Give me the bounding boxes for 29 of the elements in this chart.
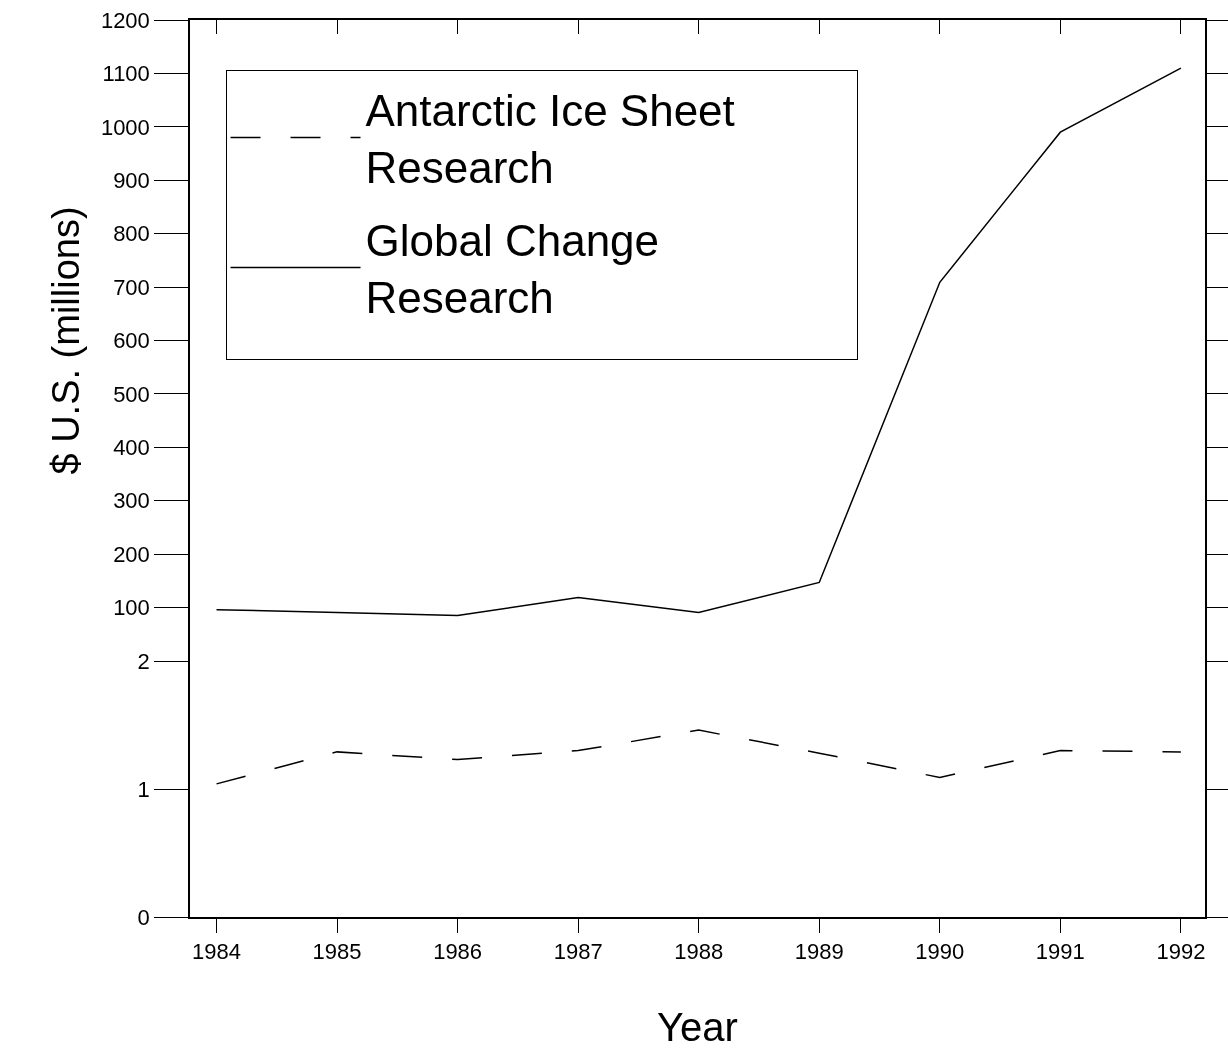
- y-tick-label: 400: [113, 435, 150, 461]
- y-tick-label: 1100: [102, 61, 150, 87]
- y-tick-label: 1000: [100, 114, 150, 140]
- y-tick-label: 1: [137, 776, 150, 802]
- y-tick-label: 300: [113, 488, 150, 514]
- x-tick-label: 1988: [674, 939, 724, 965]
- y-tick-label: 100: [113, 595, 150, 621]
- legend-label: Antarctic Ice Sheet Research: [365, 86, 735, 193]
- x-tick-label: 1987: [553, 939, 603, 965]
- y-tick-label: 700: [113, 274, 150, 300]
- x-tick-label: 1991: [1035, 939, 1085, 965]
- y-tick-label: 0: [137, 904, 150, 930]
- y-tick-label: 1200: [100, 7, 150, 33]
- x-tick-label: 1984: [192, 939, 241, 965]
- y-tick-label: 600: [113, 328, 150, 354]
- y-tick-label: 900: [113, 167, 150, 193]
- x-tick-label: 1989: [794, 939, 844, 965]
- x-axis-title: Year: [657, 1005, 738, 1050]
- x-tick-label: 1985: [312, 939, 362, 965]
- y-tick-label: 2: [137, 648, 150, 674]
- y-tick-label: 500: [113, 381, 150, 407]
- x-tick-label: 1992: [1156, 939, 1206, 965]
- x-tick-label: 1986: [433, 939, 483, 965]
- line-series: [215, 67, 1182, 617]
- y-tick-label: 200: [113, 541, 150, 567]
- legend-label: Global Change Research: [365, 216, 660, 323]
- x-tick-label: 1990: [915, 939, 965, 965]
- y-axis-title: $ U.S. (millions): [44, 206, 87, 475]
- y-tick-label: 800: [113, 221, 150, 247]
